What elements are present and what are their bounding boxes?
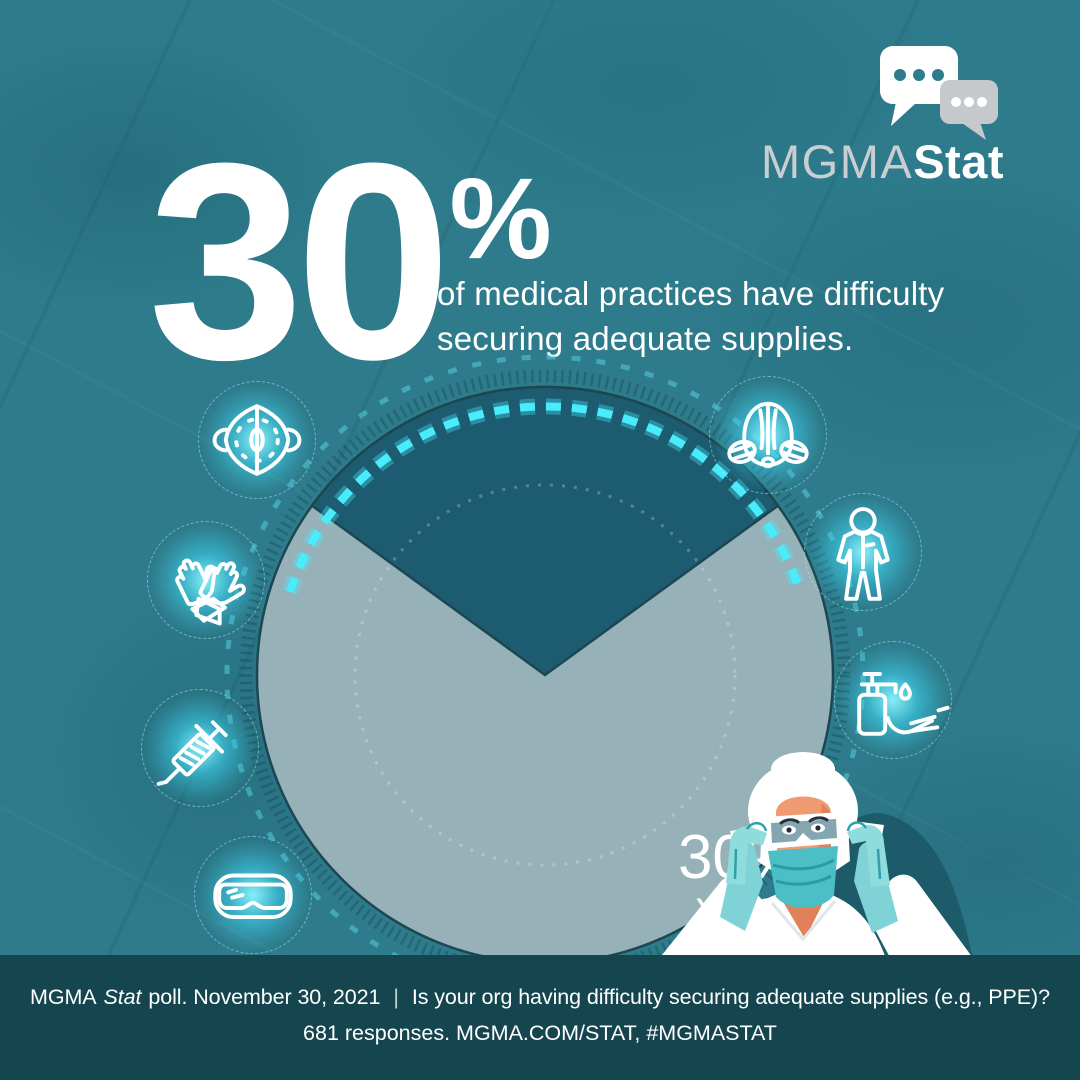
inner-dotted-ring (353, 483, 737, 867)
footer-brand-stat: Stat (103, 985, 142, 1009)
icon-ring (141, 689, 259, 807)
footer-bar: MGMA Stat poll. November 30, 2021 | Is your … (0, 955, 1080, 1080)
icon-ring (709, 376, 827, 494)
logo-stat: Stat (913, 135, 1004, 188)
footer-line2: 681 responses. MGMA.COM/STAT, #MGMASTAT (303, 1021, 777, 1045)
mgma-stat-logo: MGMAStat (744, 40, 1004, 185)
goggles-icon (188, 830, 318, 960)
gloves-icon (141, 515, 271, 645)
footer-line1: MGMA Stat poll. November 30, 2021 | Is your … (0, 985, 1080, 1010)
icon-ring (834, 641, 952, 759)
chat-bubbles-icon (880, 46, 998, 140)
footer-question: Is your org having difficulty securing a… (411, 985, 1050, 1009)
icon-ring (804, 493, 922, 611)
hand-sanitizer-icon (828, 635, 958, 765)
icon-ring (194, 836, 312, 954)
n95-mask-icon (192, 375, 322, 505)
syringe-icon (135, 683, 265, 813)
healthcare-worker-illustration (626, 733, 1012, 965)
headline-subtitle: of medical practices have difficulty sec… (437, 275, 945, 357)
icon-ring (198, 381, 316, 499)
respirator-icon (703, 370, 833, 500)
logo-mgma: MGMA (760, 135, 914, 188)
footer-brand: MGMA (30, 985, 97, 1009)
headline-percent-sign: % (449, 155, 552, 283)
protective-suit-icon (798, 487, 928, 617)
footer-poll-date: poll. November 30, 2021 (148, 985, 381, 1009)
headline-stat: 30 % (148, 106, 552, 418)
footer-separator: | (393, 985, 399, 1009)
icon-ring (147, 521, 265, 639)
headline-number: 30 (148, 106, 451, 418)
logo-wordmark: MGMAStat (761, 138, 1004, 185)
